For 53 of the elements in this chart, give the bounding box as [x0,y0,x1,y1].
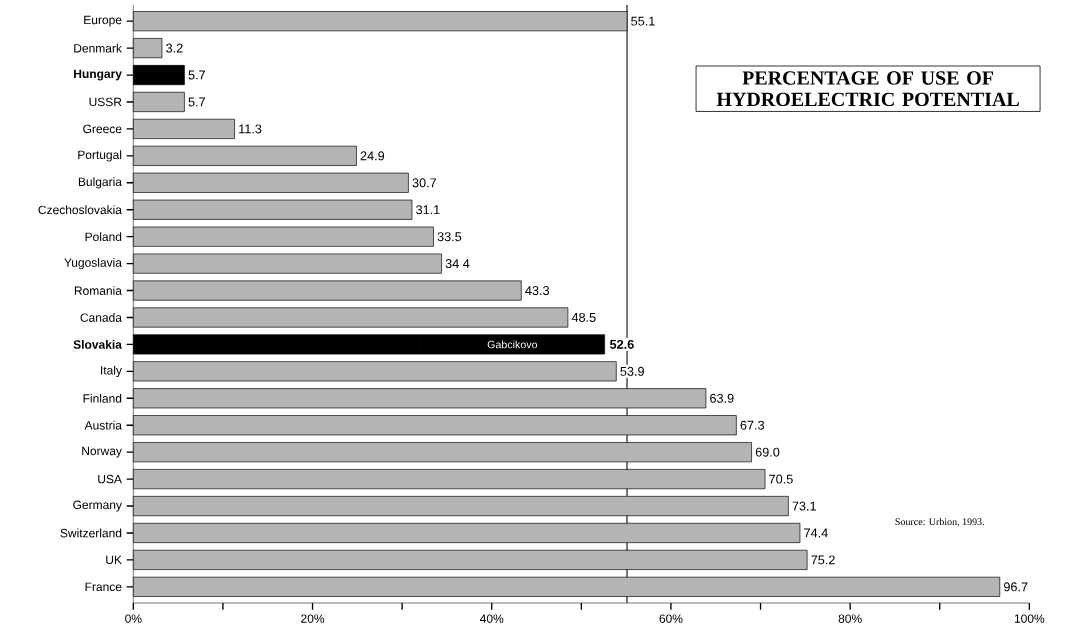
y-tick-label: Poland [85,232,122,242]
y-tick-label: France [85,582,122,592]
data-label: 70.5 [769,474,793,484]
data-label: 63.9 [710,393,734,403]
y-tick-label: Finland [83,393,122,403]
x-tick-label: 100% [1014,614,1045,623]
series-label: Gabcikovo [487,340,538,349]
data-label: 34 4 [445,259,470,269]
y-tick-label: Austria [84,420,122,430]
data-label: 74.4 [804,528,828,538]
y-tick-label: Czechoslovakia [38,205,122,215]
x-tick-label: 0% [125,614,142,623]
y-tick-label: Slovakia [73,340,122,349]
x-tick-label: 20% [301,614,325,623]
annotation: Source: Urbion, 1993. [895,518,984,527]
y-tick-label: Canada [80,313,122,322]
y-tick-label: Italy [101,365,122,377]
y-tick-label: Germany [73,500,122,512]
data-label: 53.9 [620,366,644,376]
y-tick-label: USSR [89,97,122,107]
x-tick-label: 40% [480,614,504,623]
data-label: 33.5 [437,232,462,242]
x-tick-label: 60% [659,614,683,623]
data-label: 55.1 [631,16,655,26]
y-tick-label: USA [98,474,122,484]
data-label: 96.7 [1003,582,1028,592]
data-label: 67.3 [740,420,765,430]
data-label: 5.7 [188,97,205,107]
data-label: 69.0 [755,447,780,457]
data-label: 75.2 [811,555,835,565]
y-tick-label: Portugal [78,150,122,162]
y-tick-label: Hungary [74,69,122,81]
x-tick-label: 80% [838,614,862,623]
data-label: 73.1 [792,501,816,511]
data-label: 48.5 [571,312,596,322]
data-label: 31.1 [416,205,440,215]
y-tick-label: Greece [83,124,122,134]
data-label: 5.7 [188,70,205,80]
total-label: 52.6 [609,339,634,349]
data-label: 3.2 [166,43,183,53]
y-tick-label: Norway [82,446,122,458]
data-label: 24.9 [360,151,385,161]
data-label: 30.7 [412,178,437,188]
y-tick-label: Yugoslavia [64,258,122,270]
y-tick-label: Romania [74,286,122,295]
y-tick-label: Europe [84,15,122,27]
y-tick-label: Denmark [74,43,122,53]
y-tick-label: UK [106,555,122,565]
data-label: 43.3 [525,286,549,296]
text: PERCENTAGE OF USE OF HYDROELECTRIC POTENTIAL [716,71,1019,107]
y-tick-label: Switzerland [60,528,122,538]
y-tick-label: Bulgaria [78,177,122,189]
data-label: 11.3 [239,124,262,134]
